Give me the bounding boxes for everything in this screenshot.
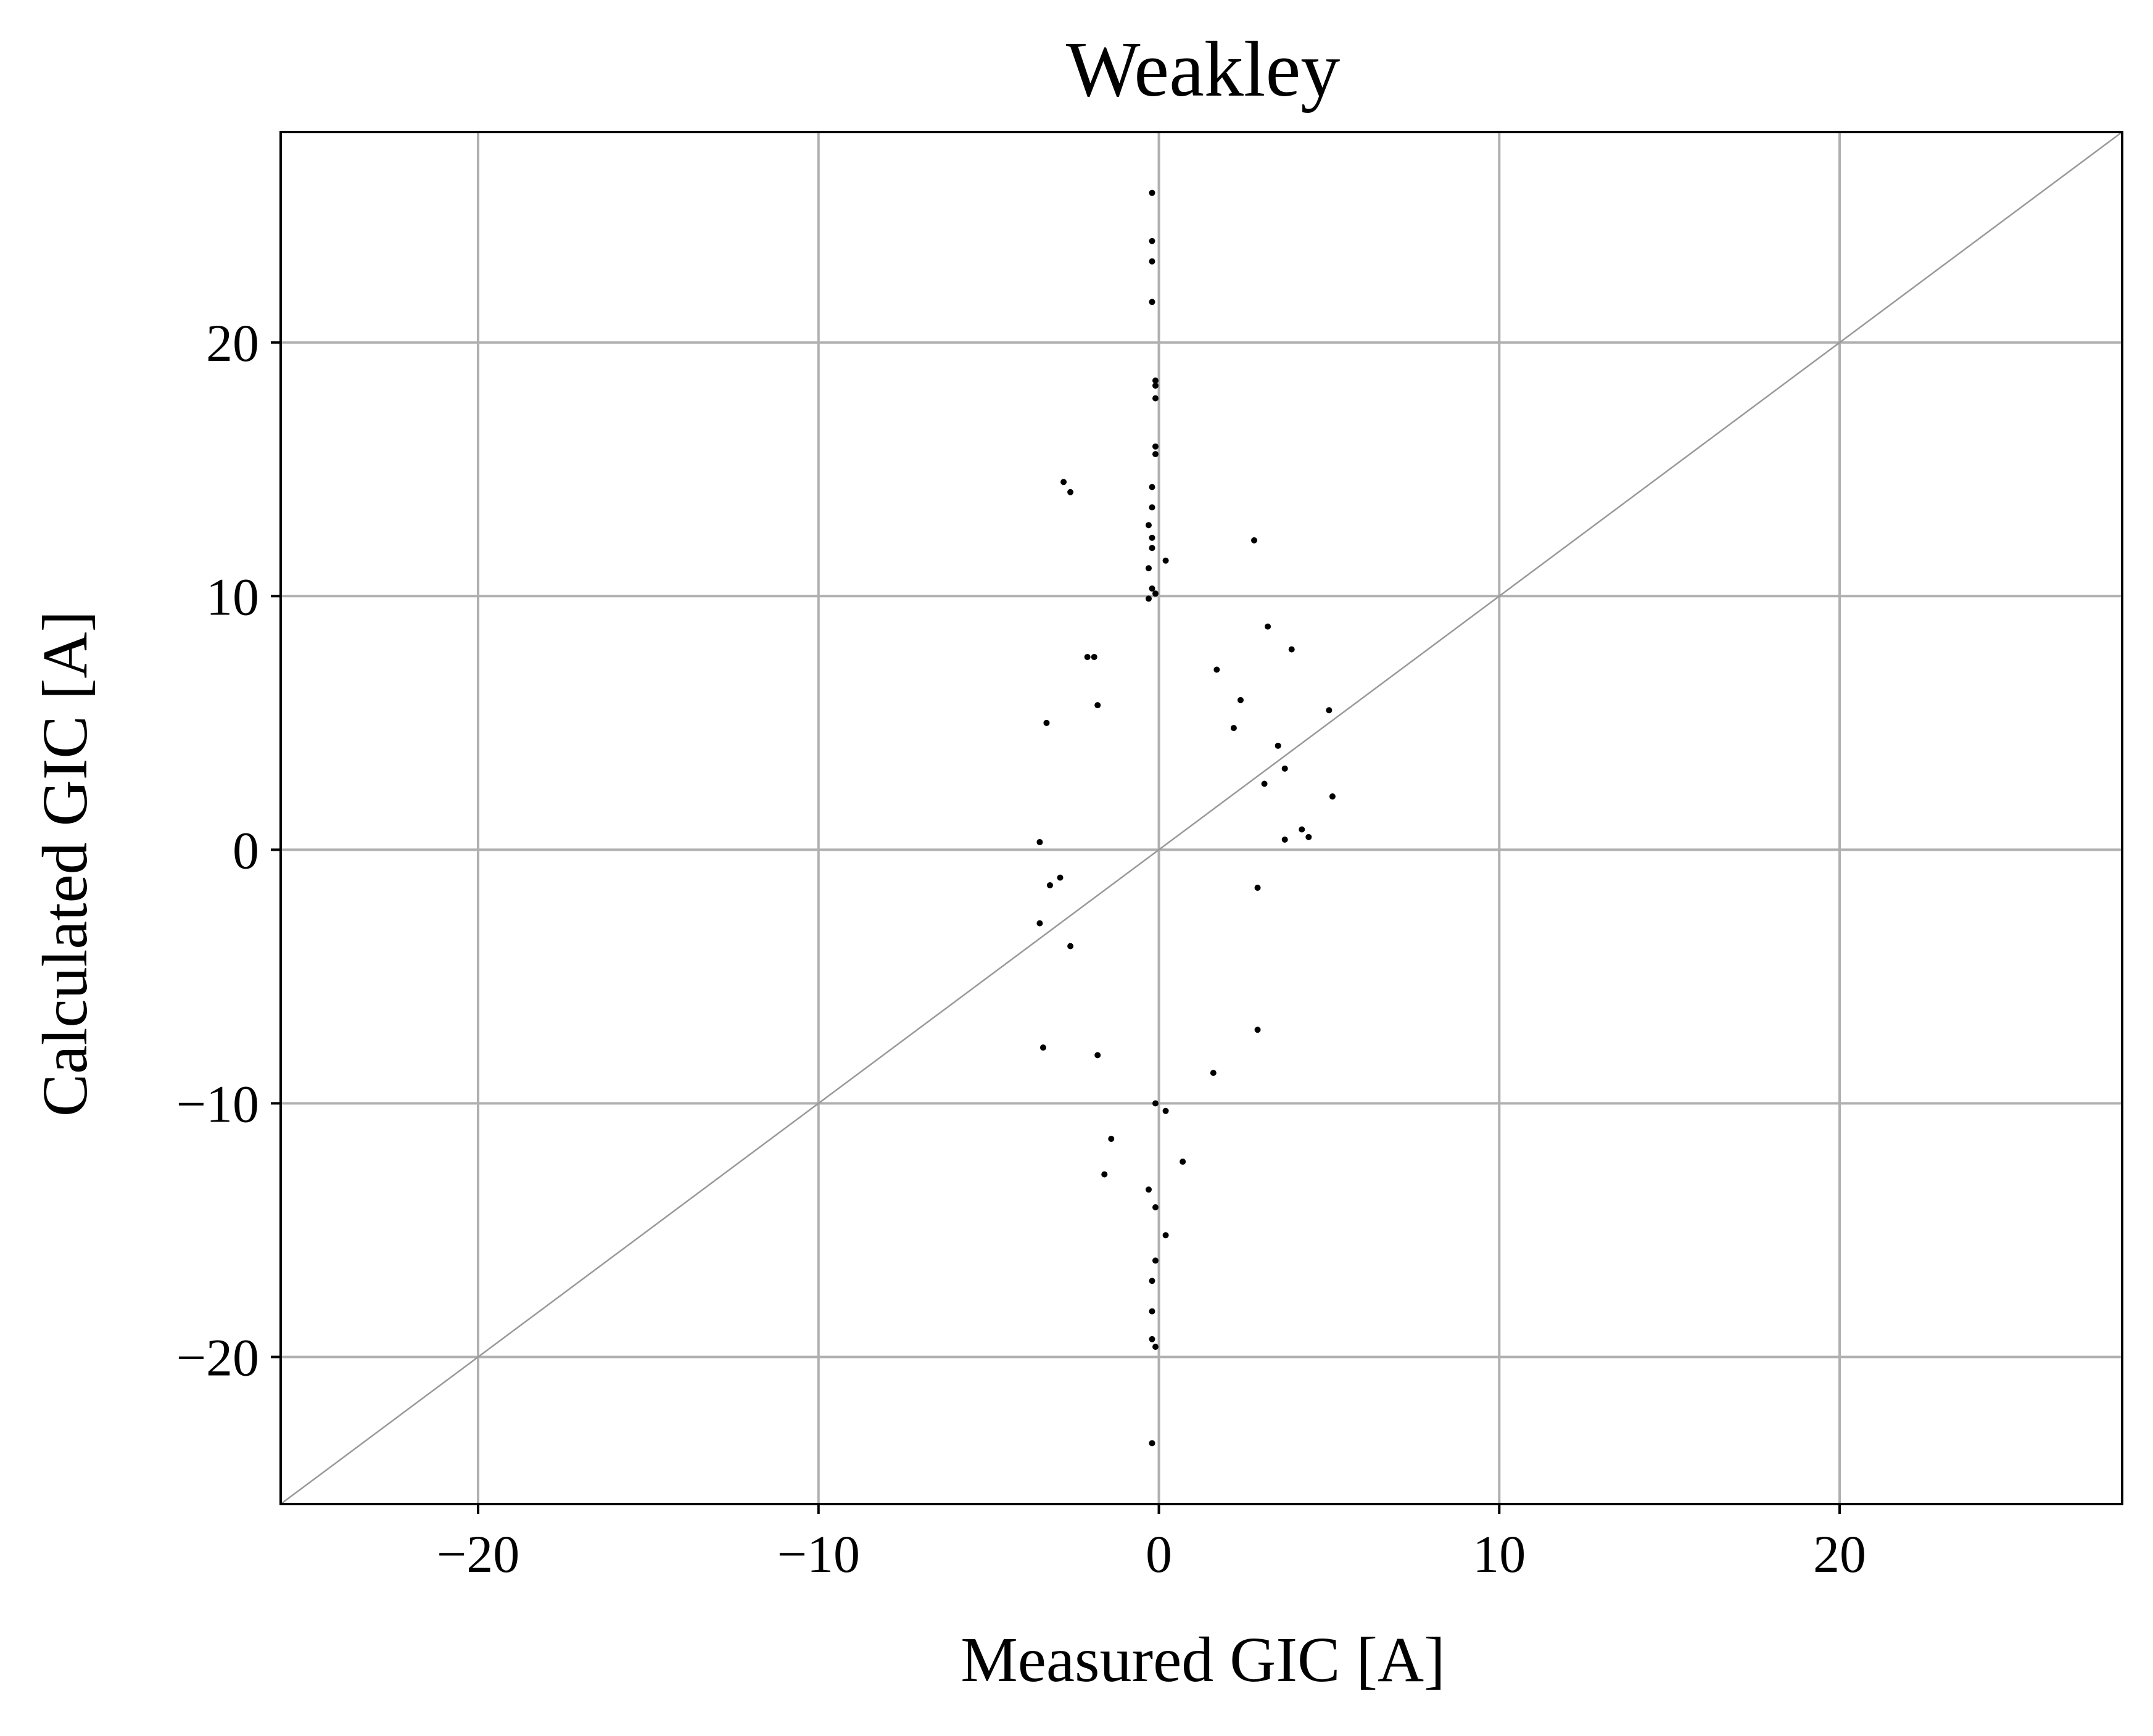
data-point [1237, 696, 1244, 703]
data-point [1094, 702, 1101, 709]
data-point [1043, 719, 1050, 726]
data-point [1152, 377, 1159, 384]
data-point [1149, 258, 1155, 265]
data-point [1251, 537, 1258, 544]
x-axis-label: Measured GIC [A] [961, 1624, 1445, 1695]
data-point [1036, 839, 1043, 846]
data-point [1152, 1344, 1159, 1350]
data-point [1152, 451, 1159, 458]
y-tick-label: 0 [233, 820, 259, 880]
data-point [1145, 565, 1152, 572]
data-point [1149, 1336, 1155, 1342]
data-point [1305, 833, 1312, 840]
data-point [1145, 595, 1152, 602]
data-point [1149, 189, 1155, 196]
data-point [1149, 585, 1155, 592]
data-point [1152, 382, 1159, 389]
data-point [1152, 1257, 1159, 1264]
data-point [1149, 484, 1155, 490]
chart-title: Weakley [1066, 25, 1341, 113]
y-tick-label: −20 [176, 1328, 259, 1387]
data-point [1275, 742, 1281, 749]
data-point [1101, 1171, 1108, 1178]
data-point [1329, 793, 1336, 800]
data-point [1261, 780, 1268, 787]
data-point [1145, 1186, 1152, 1193]
data-point [1326, 707, 1333, 714]
data-point [1149, 238, 1155, 244]
data-point [1281, 836, 1288, 843]
data-point [1152, 443, 1159, 450]
x-tick-label: −20 [437, 1524, 520, 1584]
identity-reference-line [280, 131, 2123, 1505]
plot-frame [279, 131, 2123, 1505]
data-point [1067, 943, 1074, 949]
x-tick-label: 10 [1473, 1524, 1526, 1584]
data-point [1152, 395, 1159, 402]
y-tick-label: 20 [206, 313, 259, 373]
data-point [1152, 1204, 1159, 1211]
data-point [1152, 590, 1159, 597]
x-axis-ticks: −20 −10 0 10 20 [437, 1504, 1866, 1584]
data-point [1149, 504, 1155, 511]
x-tick-label: 20 [1813, 1524, 1866, 1584]
data-point [1067, 489, 1074, 495]
x-tick-label: 0 [1146, 1524, 1172, 1584]
data-point [1162, 1232, 1169, 1239]
data-point [1084, 653, 1091, 660]
data-point [1094, 1052, 1101, 1059]
data-point [1091, 653, 1097, 660]
data-point [1265, 623, 1271, 630]
data-point [1149, 534, 1155, 541]
grid [281, 132, 2122, 1504]
data-point [1230, 725, 1237, 732]
data-point [1036, 920, 1043, 927]
y-tick-label: −10 [176, 1074, 259, 1133]
data-point [1145, 522, 1152, 529]
data-point [1180, 1159, 1186, 1165]
data-point [1213, 666, 1220, 673]
data-point [1281, 765, 1288, 772]
data-point [1210, 1070, 1217, 1077]
data-point [1299, 826, 1305, 833]
data-point [1162, 557, 1169, 564]
data-point [1057, 874, 1064, 881]
data-point [1149, 1278, 1155, 1284]
y-axis-label: Calculated GIC [A] [30, 611, 101, 1117]
data-point [1288, 646, 1295, 653]
data-point [1060, 479, 1067, 486]
data-points [1036, 189, 1336, 1447]
data-point [1149, 545, 1155, 552]
y-tick-label: 10 [206, 567, 259, 626]
x-tick-label: −10 [777, 1524, 861, 1584]
data-point [1254, 1027, 1261, 1033]
data-point [1108, 1136, 1115, 1143]
data-point [1149, 299, 1155, 305]
data-point [1149, 1440, 1155, 1447]
data-point [1152, 1100, 1159, 1107]
data-point [1162, 1107, 1169, 1114]
data-point [1039, 1044, 1046, 1051]
data-point [1149, 1308, 1155, 1315]
data-point [1046, 882, 1053, 888]
data-point [1254, 885, 1261, 891]
y-axis-ticks: −20 −10 0 10 20 [176, 313, 281, 1387]
